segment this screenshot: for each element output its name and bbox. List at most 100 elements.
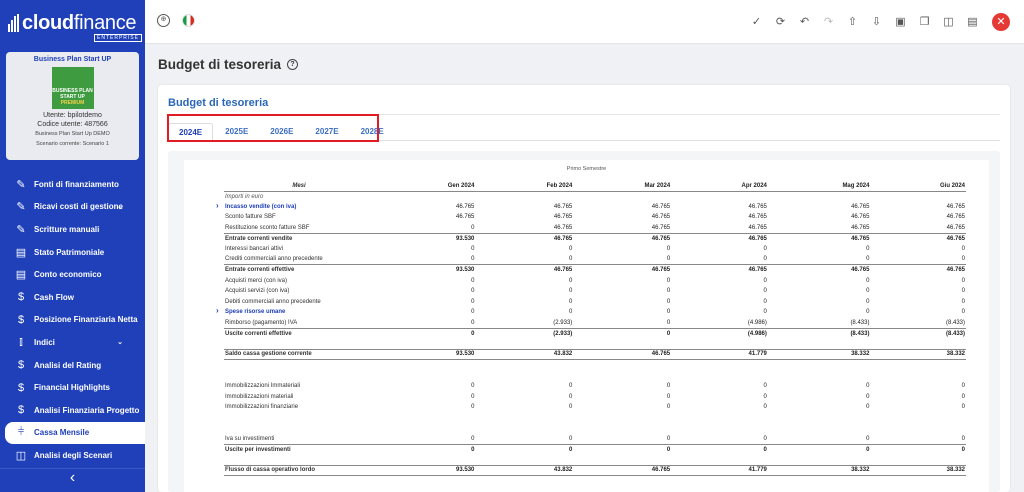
cell-value: 0 [961,309,965,316]
cell-value: 46.765 [851,203,870,210]
cell-value [671,423,768,434]
account-card: Business Plan Start UP BUSINESS PLAN STA… [6,52,139,160]
sidebar-item[interactable]: ▤ Stato Patrimoniale [0,241,145,264]
cell-value: 0 [763,298,767,305]
table-row: Immobilizzazioni materiali 0 0 0 0 0 0 [224,391,966,402]
cell-value: 0 [568,298,573,305]
row-label[interactable]: Incasso vendite (con iva) [216,201,374,213]
check-icon[interactable]: ✓ [751,15,762,28]
chevron-down-icon[interactable]: ⌄ [117,339,123,347]
row-label: Flusso di cassa operativo lordo [224,464,374,477]
column-header: Gen 2024 [374,181,476,192]
sidebar-item[interactable]: ✎ Fonti di finanziamento [0,173,145,196]
sidebar-item[interactable]: ▤ Conto economico [0,263,145,286]
sidebar-item-label: Cassa Mensile [34,428,90,438]
cell-value: 46.765 [767,232,871,244]
table-row: Iva su investimenti 0 0 0 0 0 0 [224,434,966,445]
tab-year[interactable]: 2027E [315,127,339,136]
sidebar-item[interactable]: $ Financial Highlights [0,376,145,399]
copy-icon[interactable]: ❐ [919,15,930,28]
refresh-icon[interactable]: ⟳ [775,15,786,28]
italian-flag-icon[interactable] [182,14,195,27]
cell-value: 0 [763,256,767,263]
cell-value: 46.765 [946,224,965,231]
columns-icon[interactable]: ◫ [943,15,954,28]
sidebar-item[interactable]: $ Cash Flow [0,286,145,309]
cell-value [870,412,966,423]
table-row [224,339,966,350]
cell-value: 0 [471,246,475,252]
row-label[interactable]: Spese risorse umane [216,306,374,318]
tab-year[interactable]: 2028E [360,127,384,136]
download-icon[interactable]: ⇩ [871,15,882,28]
sidebar-item[interactable]: $ Analisi del Rating [0,354,145,377]
cell-value: 46.765 [456,214,475,221]
sidebar-item[interactable]: ⫩ Cassa Mensile [5,421,145,445]
sidebar-item[interactable]: ◫ Analisi degli Scenari [0,444,145,467]
sidebar-item-label: Fonti di finanziamento [34,179,119,189]
cell-value: 46.765 [671,232,768,244]
cell-value: 0 [767,443,871,455]
sidebar-item[interactable]: $ Posizione Finanziaria Netta [0,309,145,332]
row-label [224,455,374,466]
table-row[interactable]: Incasso vendite (con iva) 46.765 46.765 46.… [216,201,966,213]
cell-value: 0 [763,309,767,316]
top-toolbar: ⊕ ✓ ⟳ ↶ ↷ ⇧ ⇩ ▣ ❐ ◫ ▤ ✕ [145,0,1024,44]
sidebar-item[interactable]: ⫾ Indici ⌄ [0,331,145,354]
columns-icon: ◫ [15,449,27,462]
brand-name-light: finance [73,12,137,34]
redo-icon[interactable]: ↷ [823,15,834,28]
cell-value [768,423,871,434]
sidebar-item-label: Analisi del Rating [34,360,102,370]
sidebar-item[interactable]: ✎ Scritture manuali [0,218,145,241]
sidebar: cloudfinance ENTERPRISE Business Plan St… [0,0,145,492]
cell-value: 0 [471,393,475,400]
cell-value [374,360,475,371]
cell-value: 0 [763,246,767,252]
row-label: Restituzione sconto fatture SBF [225,224,310,231]
cell-value: 46.765 [851,214,870,221]
table-row [224,370,966,381]
cell-value: 46.765 [946,203,965,210]
cell-value: (8.433) [850,319,870,326]
cell-value: (2.933) [475,327,574,339]
cell-value [671,191,768,202]
table-row: Acquisti servizi (con iva) 0 0 0 0 0 0 [224,286,966,297]
upload-icon[interactable]: ⇧ [847,15,858,28]
cash-budget-table: Mesi Gen 2024 Feb 2024 Mar 2024 Apr 2024 Mag … [216,181,966,477]
cell-value [374,191,475,202]
cell-value: 0 [666,277,671,284]
cell-value [374,370,475,381]
table-row[interactable]: Spese risorse umane 0 0 0 0 0 0 [216,306,966,318]
plan-thumbnail: BUSINESS PLAN START UP PREMIUM [51,67,94,109]
cell-value: 0 [568,256,573,263]
calculator-icon[interactable]: ▤ [967,15,978,28]
help-icon[interactable]: ? [287,59,299,70]
cell-value: 0 [961,435,965,442]
thumb-line-2: START UP [60,94,85,100]
cell-value: 0 [961,288,965,295]
sidebar-item[interactable]: $ Analisi Finanziaria Progetto [0,399,145,422]
tab-year[interactable]: 2025E [225,127,249,136]
cell-value [573,360,671,371]
cell-value: 38.332 [870,464,966,477]
support-icon[interactable]: ⊕ [157,14,170,27]
table-row [224,455,966,466]
column-header: Feb 2024 [475,181,574,192]
close-icon[interactable]: ✕ [992,13,1010,31]
divider [168,114,1000,115]
collapse-sidebar-icon[interactable]: ‹ [0,468,145,492]
save-icon[interactable]: ▣ [895,15,906,28]
tab-year[interactable]: 2026E [270,127,294,136]
cell-value: 0 [471,256,475,263]
row-label [224,412,374,423]
edit-icon: ✎ [16,201,26,214]
edit-icon: ✎ [16,178,26,191]
sidebar-item[interactable]: ✎ Ricavi costi di gestione ⌄ [0,196,145,219]
panel-title: Budget di tesoreria [168,97,269,109]
chevron-down-icon[interactable]: ⌄ [117,203,123,211]
cloudfinance-logo[interactable]: cloudfinance ENTERPRISE [8,10,142,42]
undo-icon[interactable]: ↶ [799,15,810,28]
edit-icon: ✎ [16,223,26,236]
row-label: Immobilizzazioni materiali [225,393,294,400]
